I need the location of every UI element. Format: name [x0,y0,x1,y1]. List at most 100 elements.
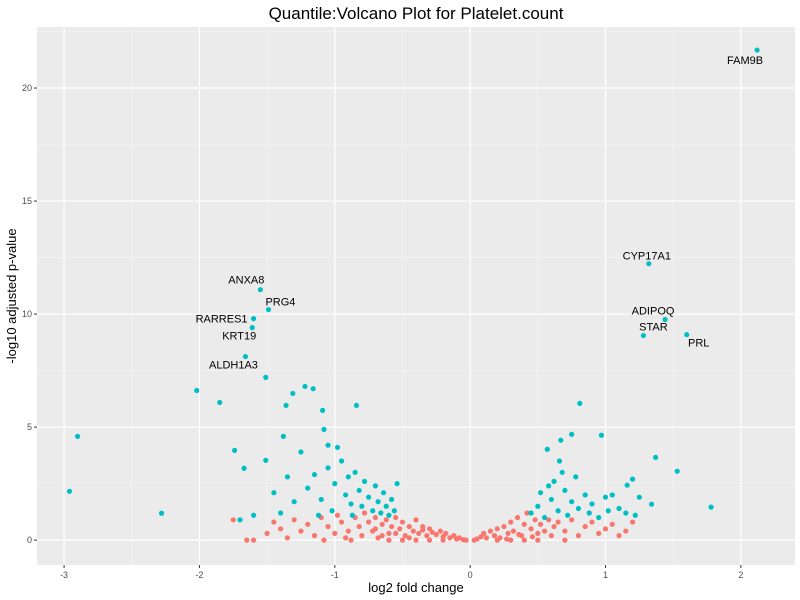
point-not-significant [284,535,291,541]
point-not-significant [413,517,419,523]
point-not-significant [416,530,422,536]
point-not-significant [348,537,354,543]
point-not-significant [535,537,541,543]
point-significant [329,508,335,514]
point-not-significant [424,533,430,539]
point-significant [348,501,354,507]
point-significant [629,476,636,482]
point-significant [575,505,582,512]
point-not-significant [494,526,500,532]
point-significant [310,386,316,392]
point-not-significant [379,533,385,539]
point-significant [325,442,331,448]
point-significant [194,387,200,394]
point-significant [565,512,571,518]
point-not-significant [623,528,629,534]
plot-panel [37,27,795,565]
point-not-significant [535,530,541,536]
point-significant [528,510,534,516]
point-significant [321,426,327,432]
point-significant [537,490,544,496]
point-not-significant [402,533,408,539]
y-axis-label: -log10 adjusted p-value [4,228,19,363]
point-not-significant [541,528,548,534]
point-significant [332,481,338,487]
point-significant [352,469,358,475]
point-significant [75,433,81,439]
point-significant [535,503,541,509]
point-significant [589,501,595,507]
point-not-significant [305,521,311,527]
point-significant [582,492,588,498]
point-not-significant [575,533,582,539]
gene-label: ADIPOQ [632,306,675,318]
point-significant [555,508,561,514]
point-not-significant [562,528,568,534]
x-tick-label: 2 [738,570,743,580]
point-not-significant [393,530,399,536]
point-significant [636,494,642,500]
point-significant [624,482,630,488]
point-not-significant [629,519,636,525]
point-not-significant [386,530,392,536]
point-not-significant [383,517,389,523]
gene-label: ANXA8 [228,275,264,287]
point-not-significant [529,534,536,540]
gene-label: FAM9B [727,55,763,67]
point-significant [383,503,389,509]
point-not-significant [487,528,494,534]
y-tick-label: 0 [27,535,32,545]
point-not-significant [291,517,297,523]
point-significant [353,402,360,409]
point-significant [280,433,286,439]
x-axis-label: log2 fold change [368,580,463,595]
point-significant [290,390,296,397]
point-not-significant [551,523,557,530]
point-not-significant [501,523,507,530]
x-tick-label: 1 [603,570,608,580]
point-significant [386,512,392,518]
point-significant [623,510,629,516]
point-significant [263,457,269,463]
point-significant-labeled [684,332,690,338]
point-significant [158,510,165,516]
point-not-significant [582,523,588,530]
point-not-significant [379,521,385,527]
point-significant [372,483,378,489]
point-significant [562,487,568,494]
point-not-significant [230,517,236,523]
point-not-significant [516,531,522,538]
point-not-significant [437,528,443,534]
point-not-significant [389,523,395,530]
point-significant [559,469,565,475]
point-significant [674,468,680,474]
point-significant [349,512,355,518]
point-significant [389,496,395,503]
point-significant [361,478,368,484]
point-not-significant [372,514,378,521]
y-tick-label: 20 [22,83,32,93]
point-not-significant [514,514,521,521]
point-not-significant [332,530,338,536]
point-significant [596,514,602,521]
point-not-significant [410,528,416,534]
y-tick-label: 5 [27,422,32,432]
point-significant [577,400,583,406]
point-not-significant [278,526,284,532]
point-significant [546,483,552,489]
x-tick-label: -2 [195,570,203,580]
x-tick-label: -1 [331,570,339,580]
point-not-significant [524,510,530,516]
point-not-significant [546,517,552,523]
point-significant-labeled [640,332,647,339]
point-not-significant [443,530,449,536]
point-not-significant [343,535,349,541]
point-not-significant [264,530,270,536]
point-significant [278,510,284,516]
point-significant-labeled [265,306,272,313]
point-significant [616,505,622,512]
point-significant [66,488,73,494]
point-not-significant [393,514,399,521]
point-significant [602,494,609,500]
point-significant [605,508,611,514]
